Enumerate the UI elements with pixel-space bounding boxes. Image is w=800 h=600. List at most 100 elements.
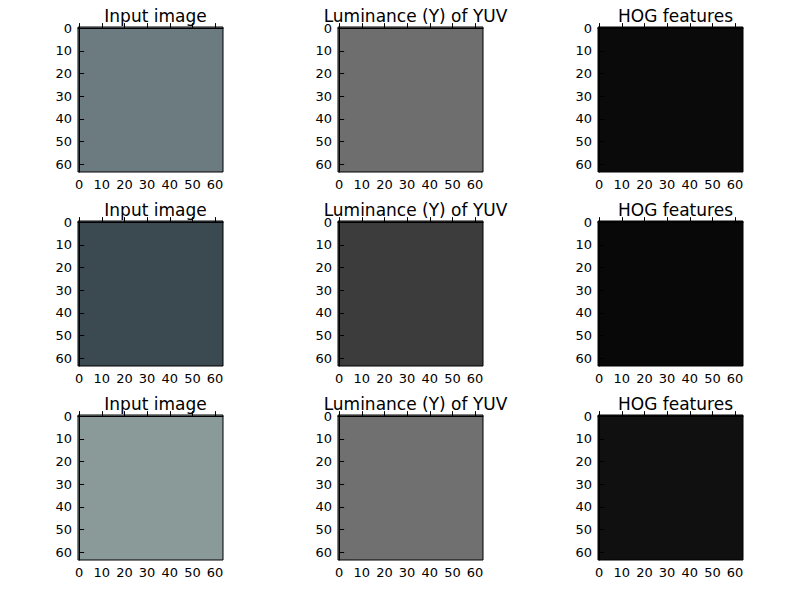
svg-text:20: 20: [575, 66, 592, 81]
svg-text:60: 60: [315, 545, 332, 560]
svg-text:Luminance (Y) of YUV: Luminance (Y) of YUV: [324, 394, 508, 414]
svg-text:30: 30: [575, 89, 592, 104]
svg-text:10: 10: [315, 43, 332, 58]
svg-text:10: 10: [55, 431, 72, 446]
svg-text:30: 30: [399, 565, 416, 580]
svg-text:10: 10: [354, 565, 371, 580]
svg-text:50: 50: [704, 565, 721, 580]
svg-text:10: 10: [55, 237, 72, 252]
svg-text:40: 40: [55, 499, 72, 514]
svg-text:20: 20: [376, 371, 393, 386]
svg-text:50: 50: [55, 328, 72, 343]
svg-text:60: 60: [55, 545, 72, 560]
svg-text:40: 40: [161, 565, 178, 580]
svg-text:20: 20: [116, 371, 133, 386]
svg-text:50: 50: [444, 177, 461, 192]
svg-text:20: 20: [315, 260, 332, 275]
svg-text:HOG features: HOG features: [618, 394, 733, 414]
svg-text:0: 0: [584, 409, 592, 424]
svg-text:10: 10: [315, 237, 332, 252]
svg-text:50: 50: [444, 371, 461, 386]
svg-text:0: 0: [64, 215, 72, 230]
svg-text:40: 40: [421, 565, 438, 580]
svg-text:20: 20: [636, 565, 653, 580]
svg-text:0: 0: [335, 177, 343, 192]
svg-text:20: 20: [55, 260, 72, 275]
svg-text:40: 40: [575, 305, 592, 320]
svg-text:10: 10: [94, 371, 111, 386]
svg-text:20: 20: [55, 66, 72, 81]
svg-text:60: 60: [467, 371, 484, 386]
svg-text:10: 10: [315, 431, 332, 446]
svg-text:40: 40: [161, 177, 178, 192]
svg-text:10: 10: [94, 177, 111, 192]
svg-text:0: 0: [595, 371, 603, 386]
svg-text:30: 30: [55, 89, 72, 104]
svg-text:0: 0: [64, 21, 72, 36]
svg-text:0: 0: [584, 21, 592, 36]
svg-text:0: 0: [595, 565, 603, 580]
svg-text:20: 20: [315, 454, 332, 469]
svg-text:10: 10: [614, 371, 631, 386]
svg-text:20: 20: [636, 371, 653, 386]
svg-text:50: 50: [575, 328, 592, 343]
svg-text:30: 30: [399, 177, 416, 192]
svg-text:Input image: Input image: [104, 200, 206, 220]
svg-text:10: 10: [354, 371, 371, 386]
svg-text:60: 60: [727, 177, 744, 192]
svg-text:30: 30: [315, 477, 332, 492]
svg-text:50: 50: [704, 177, 721, 192]
svg-text:HOG features: HOG features: [618, 6, 733, 26]
svg-text:60: 60: [55, 351, 72, 366]
svg-text:40: 40: [421, 371, 438, 386]
svg-text:60: 60: [575, 545, 592, 560]
svg-text:10: 10: [55, 43, 72, 58]
svg-text:50: 50: [575, 134, 592, 149]
svg-text:60: 60: [727, 371, 744, 386]
svg-text:30: 30: [139, 371, 156, 386]
svg-text:0: 0: [64, 409, 72, 424]
svg-text:Luminance (Y) of YUV: Luminance (Y) of YUV: [324, 6, 508, 26]
svg-text:30: 30: [575, 477, 592, 492]
svg-text:50: 50: [315, 134, 332, 149]
svg-text:30: 30: [575, 283, 592, 298]
svg-text:HOG features: HOG features: [618, 200, 733, 220]
svg-text:10: 10: [575, 237, 592, 252]
svg-text:50: 50: [55, 134, 72, 149]
svg-text:60: 60: [207, 565, 224, 580]
svg-text:20: 20: [315, 66, 332, 81]
svg-text:10: 10: [575, 43, 592, 58]
svg-text:30: 30: [55, 283, 72, 298]
svg-text:50: 50: [704, 371, 721, 386]
svg-text:50: 50: [575, 522, 592, 537]
svg-text:50: 50: [184, 565, 201, 580]
svg-text:30: 30: [315, 283, 332, 298]
svg-text:10: 10: [575, 431, 592, 446]
svg-text:10: 10: [354, 177, 371, 192]
svg-text:0: 0: [595, 177, 603, 192]
svg-text:0: 0: [75, 177, 83, 192]
svg-text:40: 40: [315, 305, 332, 320]
svg-text:40: 40: [681, 371, 698, 386]
svg-text:20: 20: [55, 454, 72, 469]
svg-text:0: 0: [75, 371, 83, 386]
svg-text:40: 40: [55, 111, 72, 126]
svg-text:Input image: Input image: [104, 6, 206, 26]
svg-text:60: 60: [207, 177, 224, 192]
svg-text:40: 40: [315, 111, 332, 126]
svg-text:20: 20: [575, 260, 592, 275]
svg-text:60: 60: [575, 157, 592, 172]
svg-text:60: 60: [467, 565, 484, 580]
svg-text:30: 30: [399, 371, 416, 386]
svg-text:40: 40: [55, 305, 72, 320]
svg-text:Input image: Input image: [104, 394, 206, 414]
svg-text:10: 10: [94, 565, 111, 580]
svg-text:50: 50: [55, 522, 72, 537]
svg-text:30: 30: [659, 177, 676, 192]
svg-text:20: 20: [116, 177, 133, 192]
svg-text:40: 40: [315, 499, 332, 514]
svg-text:20: 20: [116, 565, 133, 580]
svg-text:20: 20: [376, 177, 393, 192]
svg-text:20: 20: [636, 177, 653, 192]
svg-text:40: 40: [575, 111, 592, 126]
